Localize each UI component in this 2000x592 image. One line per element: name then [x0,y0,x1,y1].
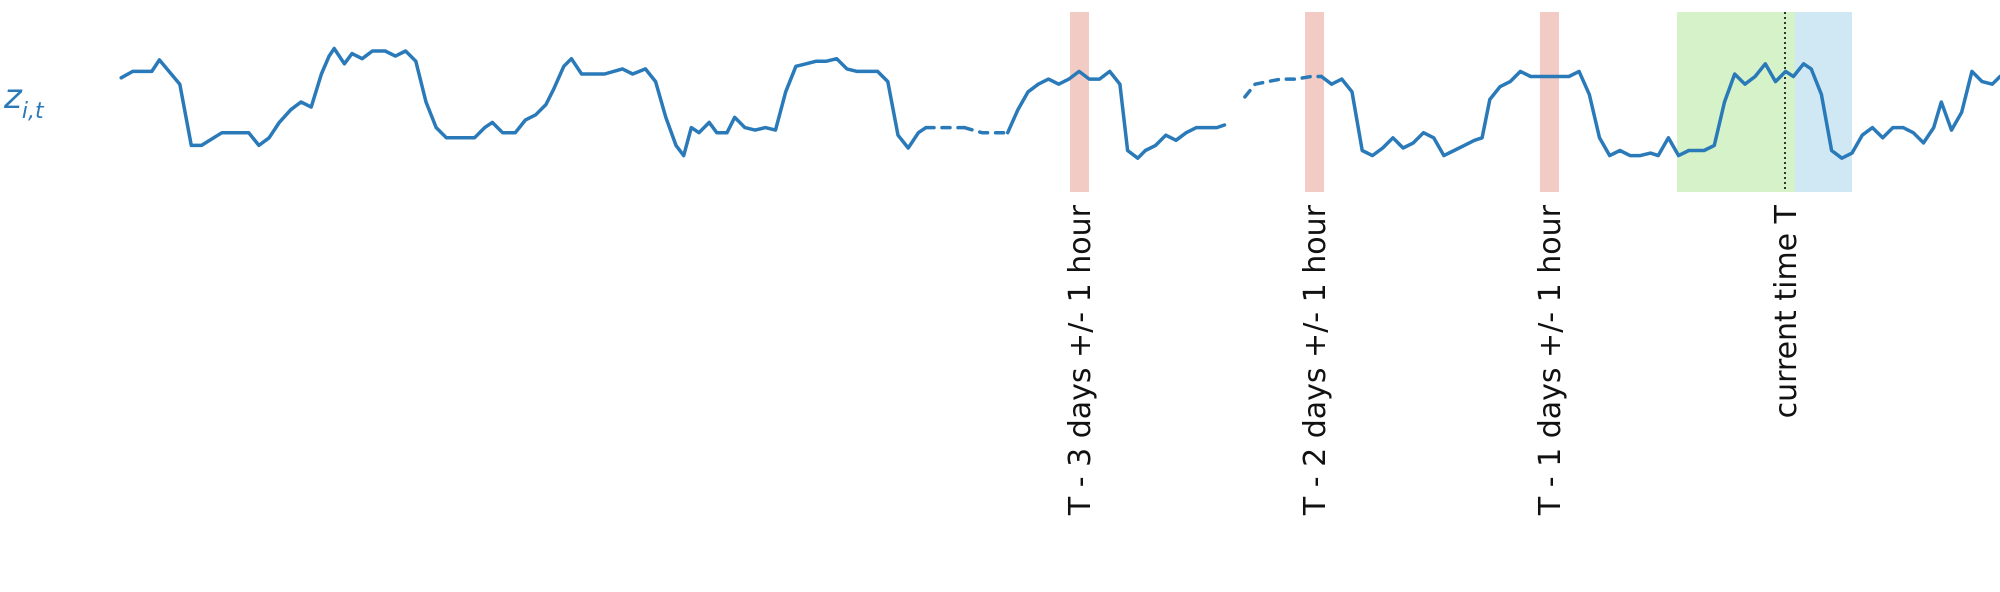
context-window [1677,12,1795,192]
series-gap-1b [962,125,1010,135]
lag-window-label-1-days: T - 1 days +/- 1 hour [1533,204,1568,516]
series-segment-2 [1005,69,1227,160]
series-label-subscript: i,t [22,99,45,124]
current-time-label: current time T [1769,204,1804,418]
series-line [119,46,2000,160]
lag-window-2-days [1305,12,1324,192]
series-label-main: z [3,77,23,117]
series-gap-2 [1243,74,1324,99]
lag-window-label-3-days: T - 3 days +/- 1 hour [1063,204,1098,516]
series-segment-1 [119,46,928,158]
series-label: zi,t [3,77,45,124]
series-segment-3 [1319,62,2000,160]
lag-window-3-days [1070,12,1089,192]
lag-window-1-days [1540,12,1559,192]
lag-window-label-2-days: T - 2 days +/- 1 hour [1298,204,1333,516]
